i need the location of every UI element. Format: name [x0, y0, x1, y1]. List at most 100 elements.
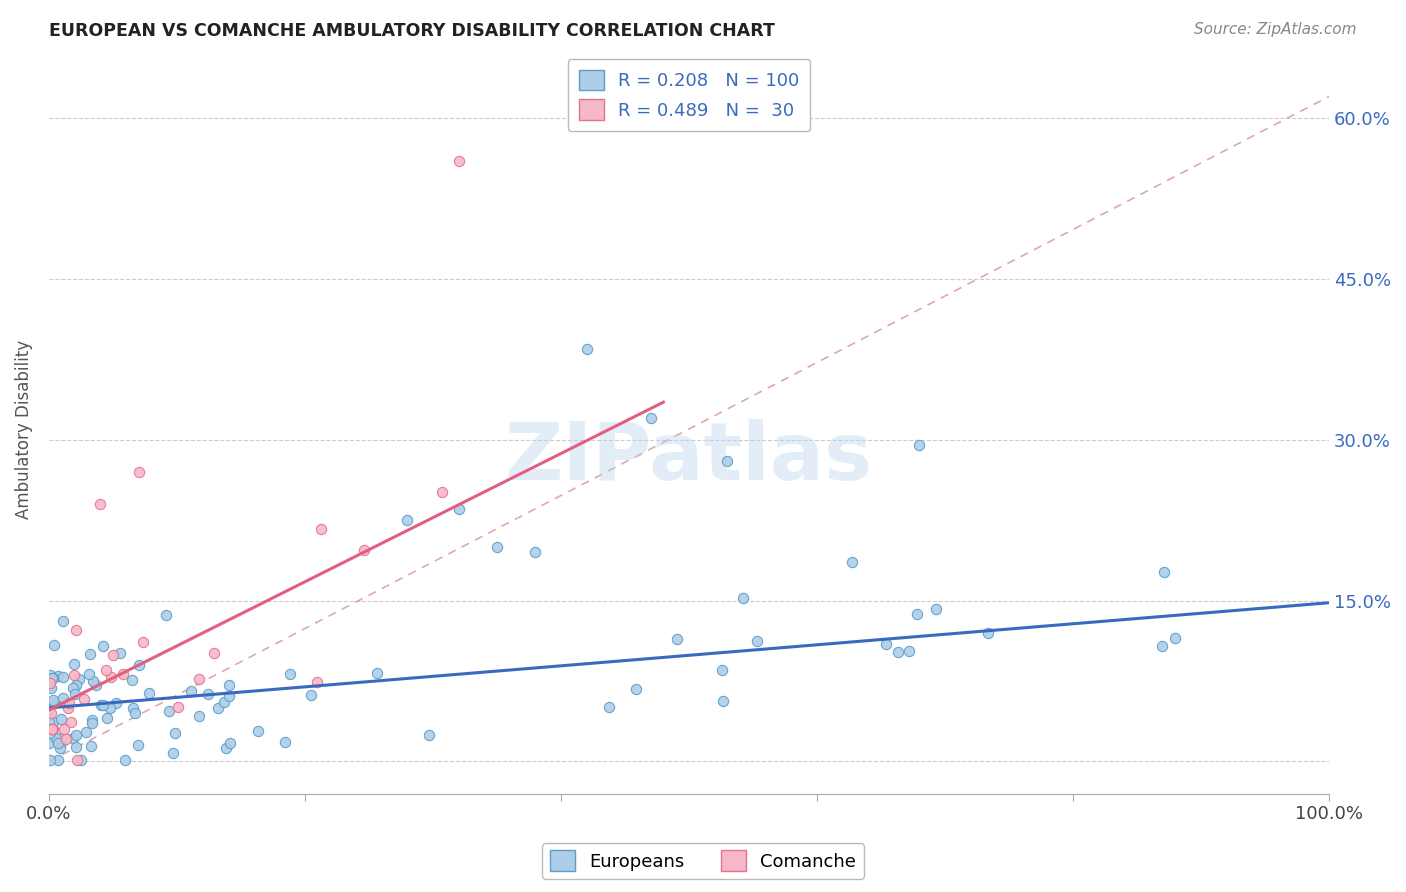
Point	[67, 672, 90, 686]
Point	[84, 678, 107, 692]
Point	[65, 678, 87, 692]
Point	[42, 638, 65, 652]
Point	[187, 672, 209, 686]
Point	[307, 675, 329, 690]
Point	[46, 669, 69, 683]
Point	[53, 723, 76, 737]
Point	[202, 646, 225, 660]
Point	[215, 741, 238, 756]
Point	[485, 540, 508, 554]
Point	[432, 484, 454, 499]
Point	[598, 699, 620, 714]
Point	[711, 663, 734, 677]
Point	[976, 625, 998, 640]
Point	[218, 689, 240, 703]
Point	[665, 632, 688, 646]
Point	[55, 731, 77, 746]
Point	[908, 438, 931, 452]
Point	[65, 739, 87, 754]
Point	[52, 614, 75, 628]
Point	[48, 740, 70, 755]
Point	[42, 692, 65, 706]
Text: Source: ZipAtlas.com: Source: ZipAtlas.com	[1194, 22, 1357, 37]
Point	[62, 731, 84, 746]
Point	[82, 716, 104, 731]
Point	[212, 695, 235, 709]
Point	[897, 644, 920, 658]
Point	[104, 697, 127, 711]
Point	[711, 694, 734, 708]
Point	[42, 671, 65, 685]
Point	[42, 723, 65, 737]
Point	[52, 691, 75, 706]
Point	[127, 739, 149, 753]
Point	[41, 714, 63, 729]
Point	[165, 726, 187, 740]
Point	[38, 703, 60, 717]
Point	[45, 731, 67, 745]
Point	[39, 753, 62, 767]
Point	[62, 681, 84, 695]
Point	[94, 663, 117, 677]
Point	[366, 665, 388, 680]
Y-axis label: Ambulatory Disability: Ambulatory Disability	[15, 340, 32, 518]
Point	[108, 646, 131, 660]
Point	[418, 728, 440, 742]
Point	[46, 753, 69, 767]
Point	[65, 624, 87, 638]
Point	[219, 736, 242, 750]
Legend: Europeans, Comanche: Europeans, Comanche	[543, 843, 863, 879]
Point	[39, 706, 62, 720]
Point	[49, 712, 72, 726]
Point	[875, 637, 897, 651]
Point	[48, 736, 70, 750]
Point	[299, 689, 322, 703]
Point	[905, 607, 928, 621]
Point	[59, 715, 82, 730]
Point	[38, 678, 60, 692]
Point	[157, 704, 180, 718]
Point	[887, 645, 910, 659]
Point	[91, 698, 114, 713]
Point	[162, 746, 184, 760]
Point	[73, 692, 96, 706]
Point	[128, 658, 150, 673]
Point	[111, 666, 134, 681]
Point	[79, 648, 101, 662]
Point	[82, 673, 104, 688]
Point	[114, 753, 136, 767]
Point	[52, 670, 75, 684]
Text: ZIPatlas: ZIPatlas	[505, 419, 873, 497]
Point	[1164, 631, 1187, 645]
Point	[63, 657, 86, 672]
Point	[155, 608, 177, 623]
Point	[925, 602, 948, 616]
Point	[122, 701, 145, 715]
Point	[90, 698, 112, 712]
Point	[132, 634, 155, 648]
Point	[89, 497, 111, 511]
Point	[1153, 565, 1175, 579]
Point	[575, 342, 598, 356]
Point	[51, 736, 73, 750]
Point	[187, 709, 209, 723]
Point	[733, 591, 755, 605]
Point	[353, 543, 375, 558]
Point	[38, 715, 60, 730]
Point	[247, 724, 270, 739]
Point	[121, 673, 143, 688]
Point	[80, 713, 103, 727]
Text: EUROPEAN VS COMANCHE AMBULATORY DISABILITY CORRELATION CHART: EUROPEAN VS COMANCHE AMBULATORY DISABILI…	[49, 22, 775, 40]
Point	[41, 723, 63, 737]
Point	[42, 696, 65, 710]
Point	[166, 700, 188, 714]
Point	[66, 753, 89, 767]
Point	[70, 753, 93, 767]
Point	[39, 723, 62, 737]
Point	[311, 522, 333, 536]
Point	[41, 671, 63, 685]
Point	[49, 731, 72, 745]
Point	[180, 684, 202, 698]
Point	[91, 639, 114, 653]
Point	[75, 724, 97, 739]
